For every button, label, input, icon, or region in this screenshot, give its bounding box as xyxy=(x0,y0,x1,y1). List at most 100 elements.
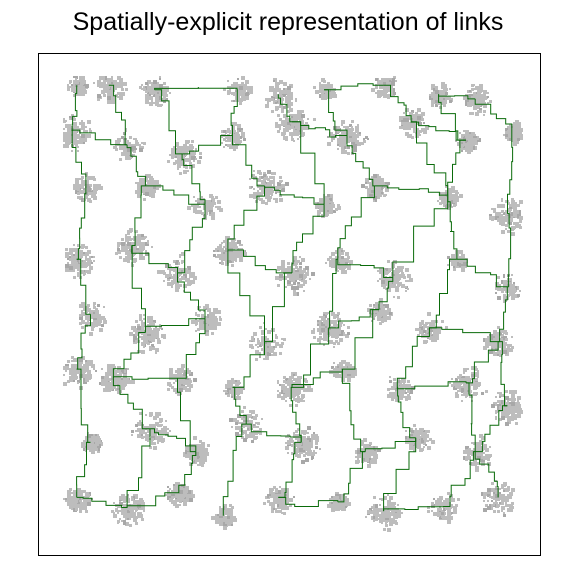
link-34 xyxy=(429,258,457,329)
link-6 xyxy=(383,84,412,122)
habitat-patch-62 xyxy=(165,482,195,508)
link-12 xyxy=(232,135,265,187)
link-46 xyxy=(112,378,150,430)
link-69 xyxy=(374,185,448,196)
link-2 xyxy=(154,89,183,155)
habitat-patch-6 xyxy=(371,76,397,99)
habitat-patch-11 xyxy=(167,140,202,175)
habitat-patch-24 xyxy=(437,186,463,210)
habitat-patch-33 xyxy=(447,250,468,272)
link-26 xyxy=(507,212,512,288)
link-32 xyxy=(328,258,338,329)
link-73 xyxy=(456,258,508,288)
link-58 xyxy=(278,441,302,498)
habitat-patch-47 xyxy=(277,372,313,407)
habitat-patch-51 xyxy=(491,390,523,426)
link-80 xyxy=(150,428,197,452)
habitat-patch-45 xyxy=(167,364,197,396)
link-35 xyxy=(498,286,508,343)
link-25 xyxy=(447,194,458,260)
map-panel xyxy=(38,53,541,556)
link-37 xyxy=(112,332,146,379)
habitat-patch-4 xyxy=(265,78,297,113)
habitat-patch-54 xyxy=(183,436,210,467)
habitat-patch-52 xyxy=(81,432,103,454)
link-77 xyxy=(112,376,178,380)
habitat-patch-16 xyxy=(455,130,481,154)
link-72 xyxy=(337,259,393,278)
link-60 xyxy=(383,437,417,512)
link-74 xyxy=(144,318,205,333)
habitat-patch-23 xyxy=(361,174,390,202)
link-22 xyxy=(291,204,325,273)
link-13 xyxy=(292,121,325,205)
habitat-patch-12 xyxy=(221,122,246,151)
link-88 xyxy=(438,94,476,100)
link-14 xyxy=(346,135,375,187)
link-4 xyxy=(277,94,292,123)
habitat-patch-5 xyxy=(313,78,337,100)
link-89 xyxy=(76,496,128,508)
link-81 xyxy=(246,423,302,443)
habitat-patch-56 xyxy=(285,426,321,464)
habitat-patch-14 xyxy=(327,120,369,155)
link-23 xyxy=(337,185,375,260)
habitat-patch-35 xyxy=(79,302,107,336)
habitat-patch-1 xyxy=(93,76,128,104)
habitat-patch-64 xyxy=(263,486,295,515)
link-7 xyxy=(438,94,466,141)
link-map xyxy=(63,76,523,532)
habitat-patch-3 xyxy=(223,76,253,105)
link-20 xyxy=(177,204,206,274)
habitat-patch-40 xyxy=(367,298,393,325)
link-55 xyxy=(126,428,151,507)
link-71 xyxy=(227,249,292,274)
habitat-patch-31 xyxy=(325,248,353,274)
link-76 xyxy=(428,327,499,343)
map-title: Spatially-explicit representation of lin… xyxy=(72,8,504,36)
link-57 xyxy=(222,423,247,516)
habitat-patch-25 xyxy=(489,198,523,236)
link-33 xyxy=(378,277,394,310)
link-10 xyxy=(126,144,146,186)
habitat-patch-39 xyxy=(311,312,350,348)
link-62 xyxy=(474,451,499,498)
link-41 xyxy=(342,309,379,370)
link-43 xyxy=(466,341,499,384)
link-70 xyxy=(131,245,178,273)
habitat-patch-37 xyxy=(191,304,222,336)
link-31 xyxy=(264,272,292,343)
link-84 xyxy=(278,496,339,507)
link-67 xyxy=(145,185,205,205)
link-42 xyxy=(396,327,430,388)
link-51 xyxy=(397,386,416,439)
habitat-patch-53 xyxy=(131,412,171,450)
link-59 xyxy=(337,451,366,503)
link-53 xyxy=(475,405,508,453)
link-50 xyxy=(341,369,366,453)
link-29 xyxy=(177,272,206,319)
link-15 xyxy=(411,121,449,196)
link-9 xyxy=(71,131,87,186)
link-48 xyxy=(232,386,247,425)
link-85 xyxy=(383,506,444,512)
link-45 xyxy=(76,368,91,443)
habitat-patch-60 xyxy=(63,488,93,513)
link-8 xyxy=(474,98,513,131)
link-27 xyxy=(76,258,91,315)
habitat-patch-17 xyxy=(503,120,523,146)
link-66 xyxy=(410,121,466,141)
habitat-patch-27 xyxy=(115,228,153,267)
habitat-patch-7 xyxy=(429,82,453,109)
link-5 xyxy=(324,89,348,136)
habitat-patches-layer xyxy=(63,76,523,532)
habitat-patch-66 xyxy=(365,494,403,532)
habitat-patch-0 xyxy=(67,76,89,97)
link-16 xyxy=(447,139,466,196)
link-82 xyxy=(364,437,417,452)
link-47 xyxy=(177,378,196,453)
link-30 xyxy=(227,250,265,342)
habitat-patch-8 xyxy=(463,84,492,116)
link-1 xyxy=(108,84,128,146)
link-40 xyxy=(292,327,330,388)
